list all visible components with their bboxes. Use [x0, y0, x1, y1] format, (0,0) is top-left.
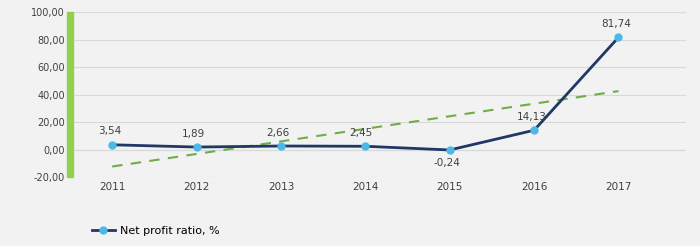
- Text: 14,13: 14,13: [517, 112, 546, 122]
- Text: 81,74: 81,74: [601, 19, 631, 29]
- Text: 2,45: 2,45: [349, 128, 373, 138]
- Text: 2,66: 2,66: [267, 128, 290, 138]
- Text: 1,89: 1,89: [182, 129, 205, 139]
- Legend: Net profit ratio, %: Net profit ratio, %: [88, 222, 224, 241]
- Text: -0,24: -0,24: [433, 158, 461, 168]
- Text: 3,54: 3,54: [98, 126, 121, 137]
